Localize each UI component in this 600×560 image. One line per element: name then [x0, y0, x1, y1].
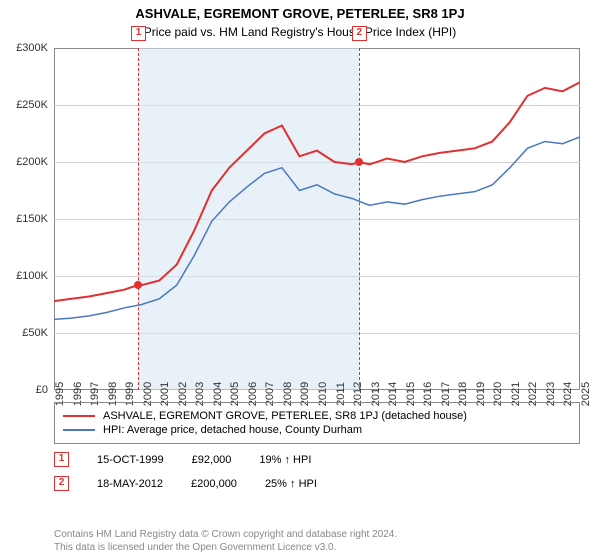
legend-row-2: HPI: Average price, detached house, Coun… — [63, 424, 571, 436]
sale-date-1: 15-OCT-1999 — [97, 454, 164, 466]
sale-marker-2: 2 — [54, 476, 69, 491]
sale-row-1: 1 15-OCT-1999 £92,000 19% ↑ HPI — [54, 452, 311, 467]
legend: ASHVALE, EGREMONT GROVE, PETERLEE, SR8 1… — [54, 402, 580, 444]
legend-label-1: ASHVALE, EGREMONT GROVE, PETERLEE, SR8 1… — [103, 410, 467, 422]
legend-swatch-1 — [63, 415, 95, 417]
chart-subtitle: Price paid vs. HM Land Registry's House … — [0, 21, 600, 39]
credits-line-1: Contains HM Land Registry data © Crown c… — [54, 528, 397, 541]
chart-area: 12 £0£50K£100K£150K£200K£250K£300K 19951… — [54, 48, 580, 390]
legend-row-1: ASHVALE, EGREMONT GROVE, PETERLEE, SR8 1… — [63, 410, 571, 422]
legend-label-2: HPI: Average price, detached house, Coun… — [103, 424, 362, 436]
sale-date-2: 18-MAY-2012 — [97, 478, 163, 490]
chart-container: ASHVALE, EGREMONT GROVE, PETERLEE, SR8 1… — [0, 0, 600, 560]
sale-hpi-1: 19% ↑ HPI — [259, 454, 311, 466]
legend-swatch-2 — [63, 429, 95, 431]
credits-line-2: This data is licensed under the Open Gov… — [54, 541, 397, 554]
credits: Contains HM Land Registry data © Crown c… — [54, 528, 397, 554]
chart-title: ASHVALE, EGREMONT GROVE, PETERLEE, SR8 1… — [0, 0, 600, 21]
sale-marker-1: 1 — [54, 452, 69, 467]
line-series — [54, 48, 580, 390]
sale-price-1: £92,000 — [192, 454, 232, 466]
sale-row-2: 2 18-MAY-2012 £200,000 25% ↑ HPI — [54, 476, 317, 491]
sale-price-2: £200,000 — [191, 478, 237, 490]
sale-hpi-2: 25% ↑ HPI — [265, 478, 317, 490]
